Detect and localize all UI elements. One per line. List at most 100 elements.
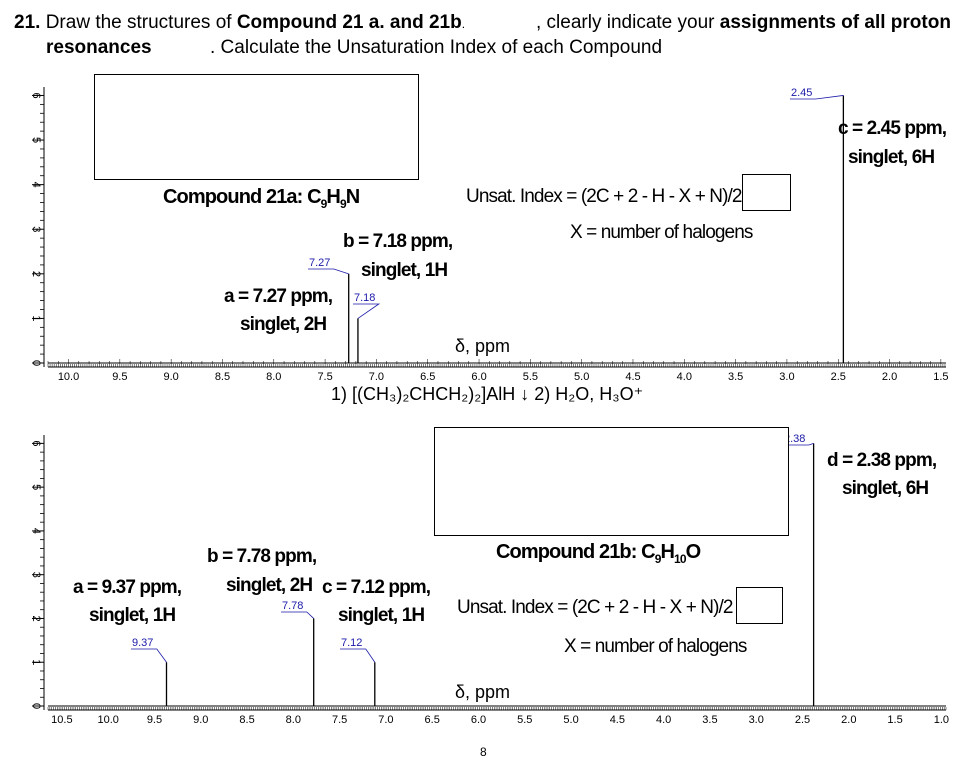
assignment-b-c-line2: singlet, 1H <box>338 605 425 626</box>
y-tick-label: 0 <box>30 360 42 366</box>
question-dot: . <box>461 17 466 31</box>
reagents-text: 1) [(CH₃)₂CHCH₂)₂]AlH ↓ 2) H₂O, H₃O⁺ <box>331 384 644 404</box>
unsat-index-label-b: Unsat. Index = (2C + 2 - H - X + N)/2 = <box>457 597 748 618</box>
structure-answer-box-a[interactable] <box>94 74 419 180</box>
peak-label-leader <box>340 648 376 663</box>
y-tick-label: 3 <box>30 226 42 232</box>
ppm-axis-label-a: δ, ppm <box>455 336 511 356</box>
assignment-b-line2: singlet, 1H <box>361 260 448 281</box>
y-tick-label: 6 <box>30 92 42 98</box>
x-tick-label: 8.5 <box>239 714 254 726</box>
halogen-note-a: X = number of halogens <box>570 222 753 243</box>
x-tick-label: 3.0 <box>749 714 764 726</box>
x-tick-label: 9.5 <box>112 371 127 383</box>
peak-label-leader <box>353 303 381 319</box>
peak-label: 7.18 <box>354 292 375 304</box>
y-tick-label: 4 <box>30 182 42 188</box>
y-tick-label: 1 <box>30 315 42 321</box>
page-footer: 8 <box>480 745 487 759</box>
peak-label: 7.27 <box>309 257 330 269</box>
x-tick-label: 9.0 <box>193 714 208 726</box>
y-tick-label: 1 <box>30 659 42 665</box>
y-tick-label: 5 <box>30 484 42 490</box>
x-tick-label: 1.5 <box>887 714 902 726</box>
assignment-b-c-line1: c = 7.12 ppm, <box>322 577 431 598</box>
ppm-axis-label-b: δ, ppm <box>455 682 511 702</box>
x-tick-label: 8.5 <box>215 371 230 383</box>
halogen-note-b: X = number of halogens <box>564 636 747 657</box>
question-bold-c: resonances <box>46 37 152 58</box>
x-tick-label: 1.0 <box>934 714 949 726</box>
x-tick-label: 5.0 <box>574 371 589 383</box>
assignment-a-line2: singlet, 2H <box>240 314 327 335</box>
spectrum-b-chart: 0 1 2 3 4 5 6 10.5 10.0 9.5 9.0 8.5 8.0 7.5 7.0 6.5 6.0 5… <box>30 433 949 726</box>
x-tick-label: 5.0 <box>563 714 578 726</box>
x-tick-label: 7.0 <box>369 371 384 383</box>
x-tick-label: 4.0 <box>677 371 692 383</box>
x-tick-label: 3.0 <box>779 371 794 383</box>
assignment-c-line1: c = 2.45 ppm, <box>838 118 947 139</box>
compound-21b-label: Compound 21b: C9H10O <box>496 541 701 566</box>
x-tick-label: 7.0 <box>378 714 393 726</box>
spectrum-a-chart: 0 1 2 3 4 5 6 10.0 9.5 9.0 8.5 8.0 7.5 7.0 6.5 6.0 5.5 5.… <box>30 87 949 383</box>
x-tick-label: 10.0 <box>97 714 118 726</box>
x-tick-label: 2.0 <box>841 714 856 726</box>
x-tick-label: 8.0 <box>266 371 281 383</box>
assignment-b-a-line2: singlet, 1H <box>89 605 176 626</box>
x-tick-label: 7.5 <box>317 371 332 383</box>
assignment-a-line1: a = 7.27 ppm, <box>224 286 333 307</box>
assignment-c-line2: singlet, 6H <box>848 147 935 168</box>
x-tick-label: 4.5 <box>625 371 640 383</box>
x-tick-label: 6.0 <box>471 371 486 383</box>
x-tick-label: 2.5 <box>831 371 846 383</box>
question-text-c: . Calculate the Unsaturation Index of ea… <box>210 37 663 58</box>
y-tick-label: 0 <box>30 703 42 709</box>
x-tick-label: 2.5 <box>795 714 810 726</box>
question-line-1: 21. Draw the structures of Compound 21 a… <box>14 12 465 34</box>
unsat-index-answer-box-a[interactable] <box>742 174 791 211</box>
x-tick-label: 6.0 <box>471 714 486 726</box>
question-line-1b: , clearly indicate your assignments of a… <box>536 12 951 34</box>
y-tick-label: 3 <box>30 572 42 578</box>
peak-label: 9.37 <box>132 637 153 649</box>
x-tick-label: 3.5 <box>728 371 743 383</box>
x-tick-label: 6.5 <box>425 714 440 726</box>
x-tick-label: 6.5 <box>420 371 435 383</box>
unsat-index-answer-box-b[interactable] <box>736 587 783 624</box>
assignment-b-a-line1: a = 9.37 ppm, <box>73 577 182 598</box>
structure-answer-box-b[interactable] <box>434 427 789 536</box>
assignment-b-line1: b = 7.18 ppm, <box>343 231 453 252</box>
question-bold-a: Compound 21 a. and 21b <box>236 12 462 33</box>
x-tick-label: 4.0 <box>656 714 671 726</box>
peak-label: 7.12 <box>341 637 362 649</box>
x-tick-label: 7.5 <box>332 714 347 726</box>
y-tick-label: 2 <box>30 615 42 621</box>
x-tick-label: 10.0 <box>58 371 79 383</box>
question-number: 21. <box>14 12 41 33</box>
question-text-b: , clearly indicate your <box>536 12 720 33</box>
question-bold-b: assignments of all proton <box>719 12 951 33</box>
y-tick-label: 4 <box>30 528 42 534</box>
x-tick-label: 5.5 <box>523 371 538 383</box>
y-tick-label: 5 <box>30 137 42 143</box>
x-tick-label: 9.5 <box>147 714 162 726</box>
peak-label: 2.38 <box>784 433 805 445</box>
peak-label-leader <box>783 442 814 446</box>
peak-label: 7.78 <box>282 600 303 612</box>
peak-label: 2.45 <box>791 87 812 99</box>
unsat-index-label-a: Unsat. Index = (2C + 2 - H - X + N)/2 = <box>466 186 757 207</box>
x-tick-label: 8.0 <box>286 714 301 726</box>
x-tick-label: 5.5 <box>517 714 532 726</box>
peak-label-leader <box>281 611 314 619</box>
assignment-b-b-line1: b = 7.78 ppm, <box>207 546 317 567</box>
compound-21a-label: Compound 21a: C9H9N <box>163 186 360 211</box>
x-tick-label: 3.5 <box>702 714 717 726</box>
question-text-a: Draw the structures of <box>40 12 237 33</box>
peak-label-leader <box>790 95 844 100</box>
y-tick-label: 2 <box>30 271 42 277</box>
peak-label-leader <box>308 268 349 275</box>
assignment-b-d-line2: singlet, 6H <box>842 478 929 499</box>
x-tick-label: 4.5 <box>610 714 625 726</box>
assignment-b-d-line1: d = 2.38 ppm, <box>827 450 937 471</box>
x-tick-label: 10.5 <box>51 714 72 726</box>
